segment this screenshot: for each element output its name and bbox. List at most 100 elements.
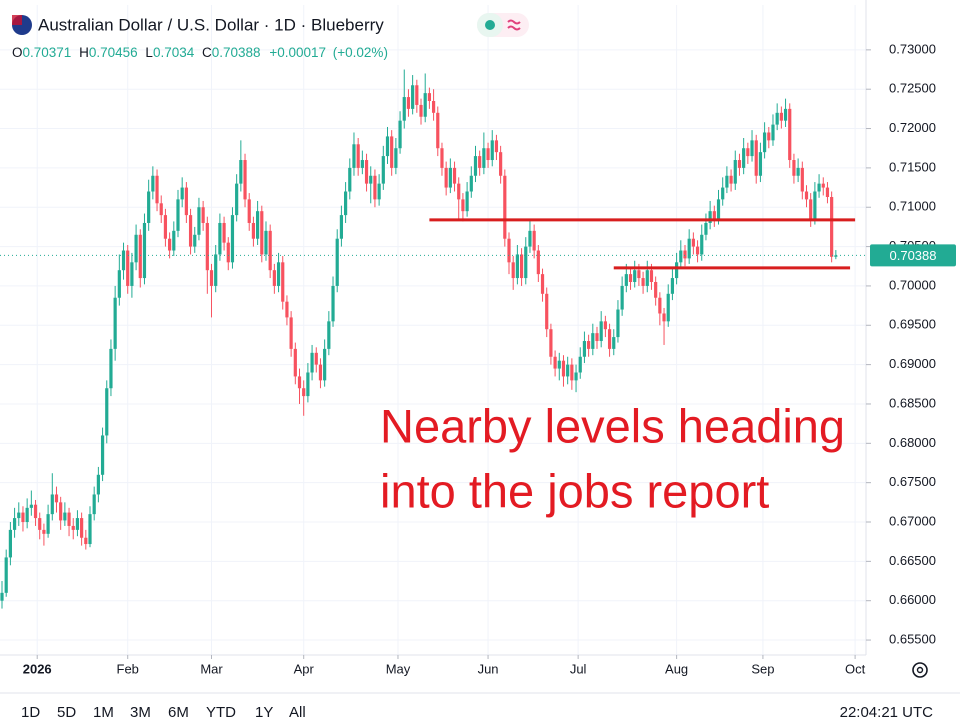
candle-body: [352, 144, 356, 168]
x-tick-label: Feb: [117, 661, 139, 676]
candle-body: [176, 199, 180, 231]
candle-body: [75, 518, 80, 530]
x-tick-label: Aug: [665, 661, 688, 676]
candle-body: [113, 297, 117, 349]
range-button[interactable]: 6M: [168, 704, 189, 721]
candle-body: [649, 270, 654, 282]
market-open-dot: [485, 20, 495, 30]
legend-change-percent: (+0.02%): [333, 45, 388, 60]
candle-body: [813, 191, 817, 220]
candle-body: [637, 270, 641, 279]
candle-body: [540, 274, 545, 294]
toolbar: 1D 5D 1M 3M 6M YTD 1Y All 22:04:21 UTC: [21, 704, 933, 721]
candle-body: [360, 160, 364, 168]
candle-body: [536, 250, 540, 275]
candle-body: [763, 132, 767, 153]
candle-body: [465, 191, 469, 212]
candle-body: [335, 238, 339, 286]
last-price-tag: [870, 244, 956, 267]
candle-body: [80, 518, 84, 538]
candle-body: [394, 148, 398, 168]
candle-body: [172, 230, 176, 251]
settings-icon[interactable]: [912, 662, 928, 678]
candle-body: [256, 211, 260, 239]
candle-body: [733, 160, 737, 184]
candle-body: [297, 376, 302, 389]
candle-body: [641, 278, 645, 286]
candle-body: [121, 250, 126, 271]
range-button[interactable]: 5D: [57, 704, 76, 721]
range-button[interactable]: All: [289, 704, 306, 721]
candle-body: [557, 360, 561, 369]
candle-body: [503, 175, 507, 239]
candle-body: [306, 372, 310, 397]
candle-body: [591, 333, 595, 349]
range-button[interactable]: 1D: [21, 704, 40, 721]
candle-body: [381, 156, 385, 184]
candle-body: [369, 175, 373, 184]
candle-body: [168, 238, 172, 251]
candle-body: [486, 148, 490, 161]
candle-body: [796, 167, 800, 176]
annotation: Nearby levels heading: [380, 399, 845, 452]
y-tick-label: 0.73000: [889, 41, 936, 56]
candle-body: [683, 250, 687, 259]
candle-body: [666, 293, 670, 322]
candle-body: [440, 148, 444, 168]
x-tick-label: May: [386, 661, 411, 676]
candle-body: [612, 337, 616, 349]
candle-body: [444, 167, 448, 188]
candle-body: [0, 592, 4, 601]
x-tick-label: 2026: [23, 661, 52, 676]
candle-body: [628, 274, 633, 282]
candle-body: [825, 187, 830, 198]
candle-body: [431, 101, 436, 113]
candle-body: [302, 388, 306, 397]
legend-value: 0.70456: [89, 45, 138, 60]
legend-change: +0.00017: [269, 45, 326, 60]
range-button[interactable]: 1M: [93, 704, 114, 721]
candle-body: [276, 262, 281, 286]
range-button[interactable]: 3M: [130, 704, 151, 721]
candle-body: [348, 167, 352, 192]
candle-body: [4, 557, 8, 593]
candle-body: [574, 372, 578, 381]
ohlc-legend: O0.70371 H0.70456 L0.7034 C0.70388 +0.00…: [12, 45, 388, 60]
candle-body: [729, 175, 733, 184]
candle-body: [800, 167, 804, 192]
candle-body: [327, 321, 331, 349]
candle-body: [88, 514, 92, 545]
candle-body: [461, 199, 465, 212]
candle-body: [658, 297, 662, 314]
candle-body: [264, 230, 268, 255]
candle-body: [310, 352, 314, 373]
x-tick-label: Mar: [200, 661, 223, 676]
candle-body: [708, 211, 712, 223]
candle-body: [17, 512, 21, 519]
legend-value: 0.70388: [212, 45, 261, 60]
candle-body: [499, 152, 503, 176]
candle-body: [289, 317, 293, 349]
candle-body: [687, 238, 691, 259]
candle-body: [268, 230, 272, 271]
candle-body: [71, 525, 75, 530]
candle-body: [235, 183, 239, 216]
range-button[interactable]: 1Y: [255, 704, 273, 721]
candle-body: [163, 215, 168, 239]
candle-body: [691, 238, 695, 247]
candle-body: [792, 160, 796, 176]
chart-title: Australian Dollar / U.S. Dollar · 1D · B…: [38, 15, 384, 34]
candle-body: [59, 502, 63, 521]
candle-body: [767, 132, 771, 141]
candle-body: [193, 234, 197, 247]
candle-body: [624, 274, 628, 286]
candle-body: [457, 183, 461, 200]
candle-body: [549, 329, 553, 357]
candle-body: [645, 270, 649, 286]
candle-body: [218, 222, 222, 255]
y-tick-label: 0.66500: [889, 553, 936, 568]
range-button[interactable]: YTD: [206, 704, 236, 721]
candle-body: [679, 250, 683, 263]
data-icon: [507, 19, 521, 31]
